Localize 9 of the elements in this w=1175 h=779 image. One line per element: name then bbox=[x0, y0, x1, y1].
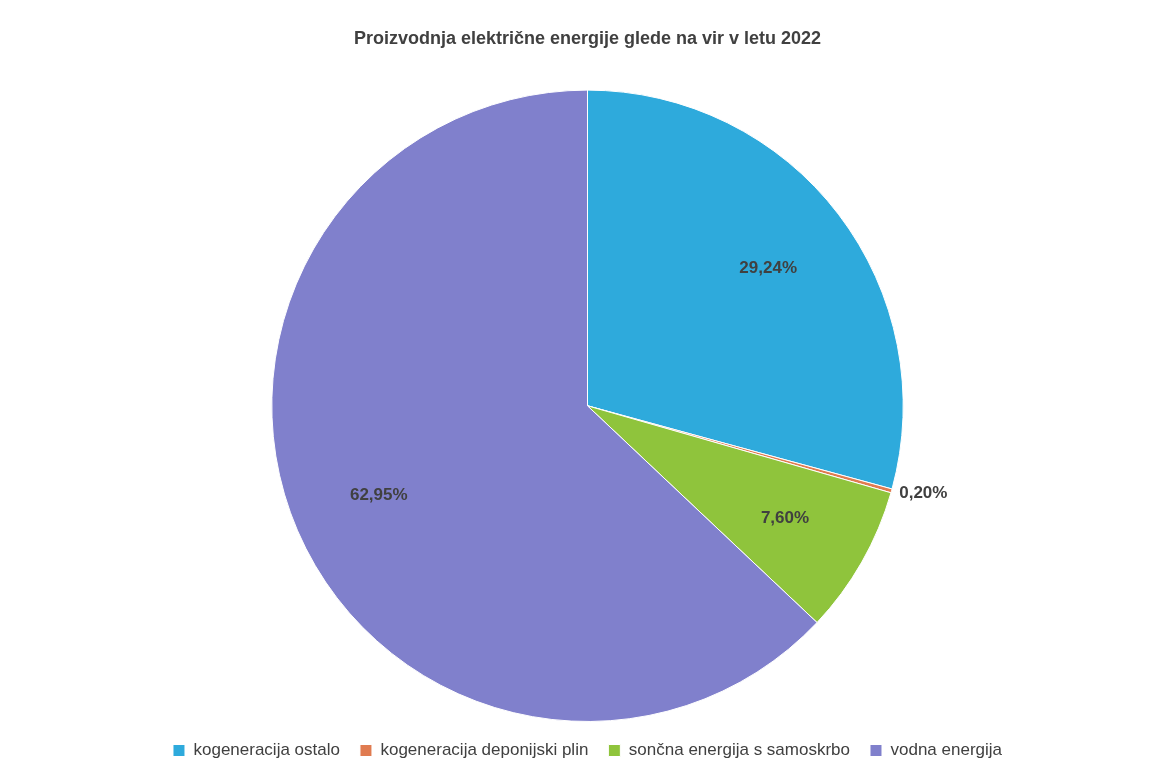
data-label: 29,24% bbox=[739, 257, 797, 277]
data-label: 62,95% bbox=[349, 485, 408, 505]
data-label: 0,20% bbox=[899, 482, 948, 502]
legend-label: vodna energija bbox=[890, 740, 1003, 760]
chart-title: Proizvodnja električne energije glede na vir v letu 2022 bbox=[353, 27, 822, 48]
data-label: 7,60% bbox=[760, 508, 810, 528]
legend-label: sončna energija s samoskrbo bbox=[628, 740, 850, 760]
legend-label: kogeneracija ostalo bbox=[193, 740, 340, 760]
legend-label: kogeneracija deponijski plin bbox=[380, 740, 589, 760]
